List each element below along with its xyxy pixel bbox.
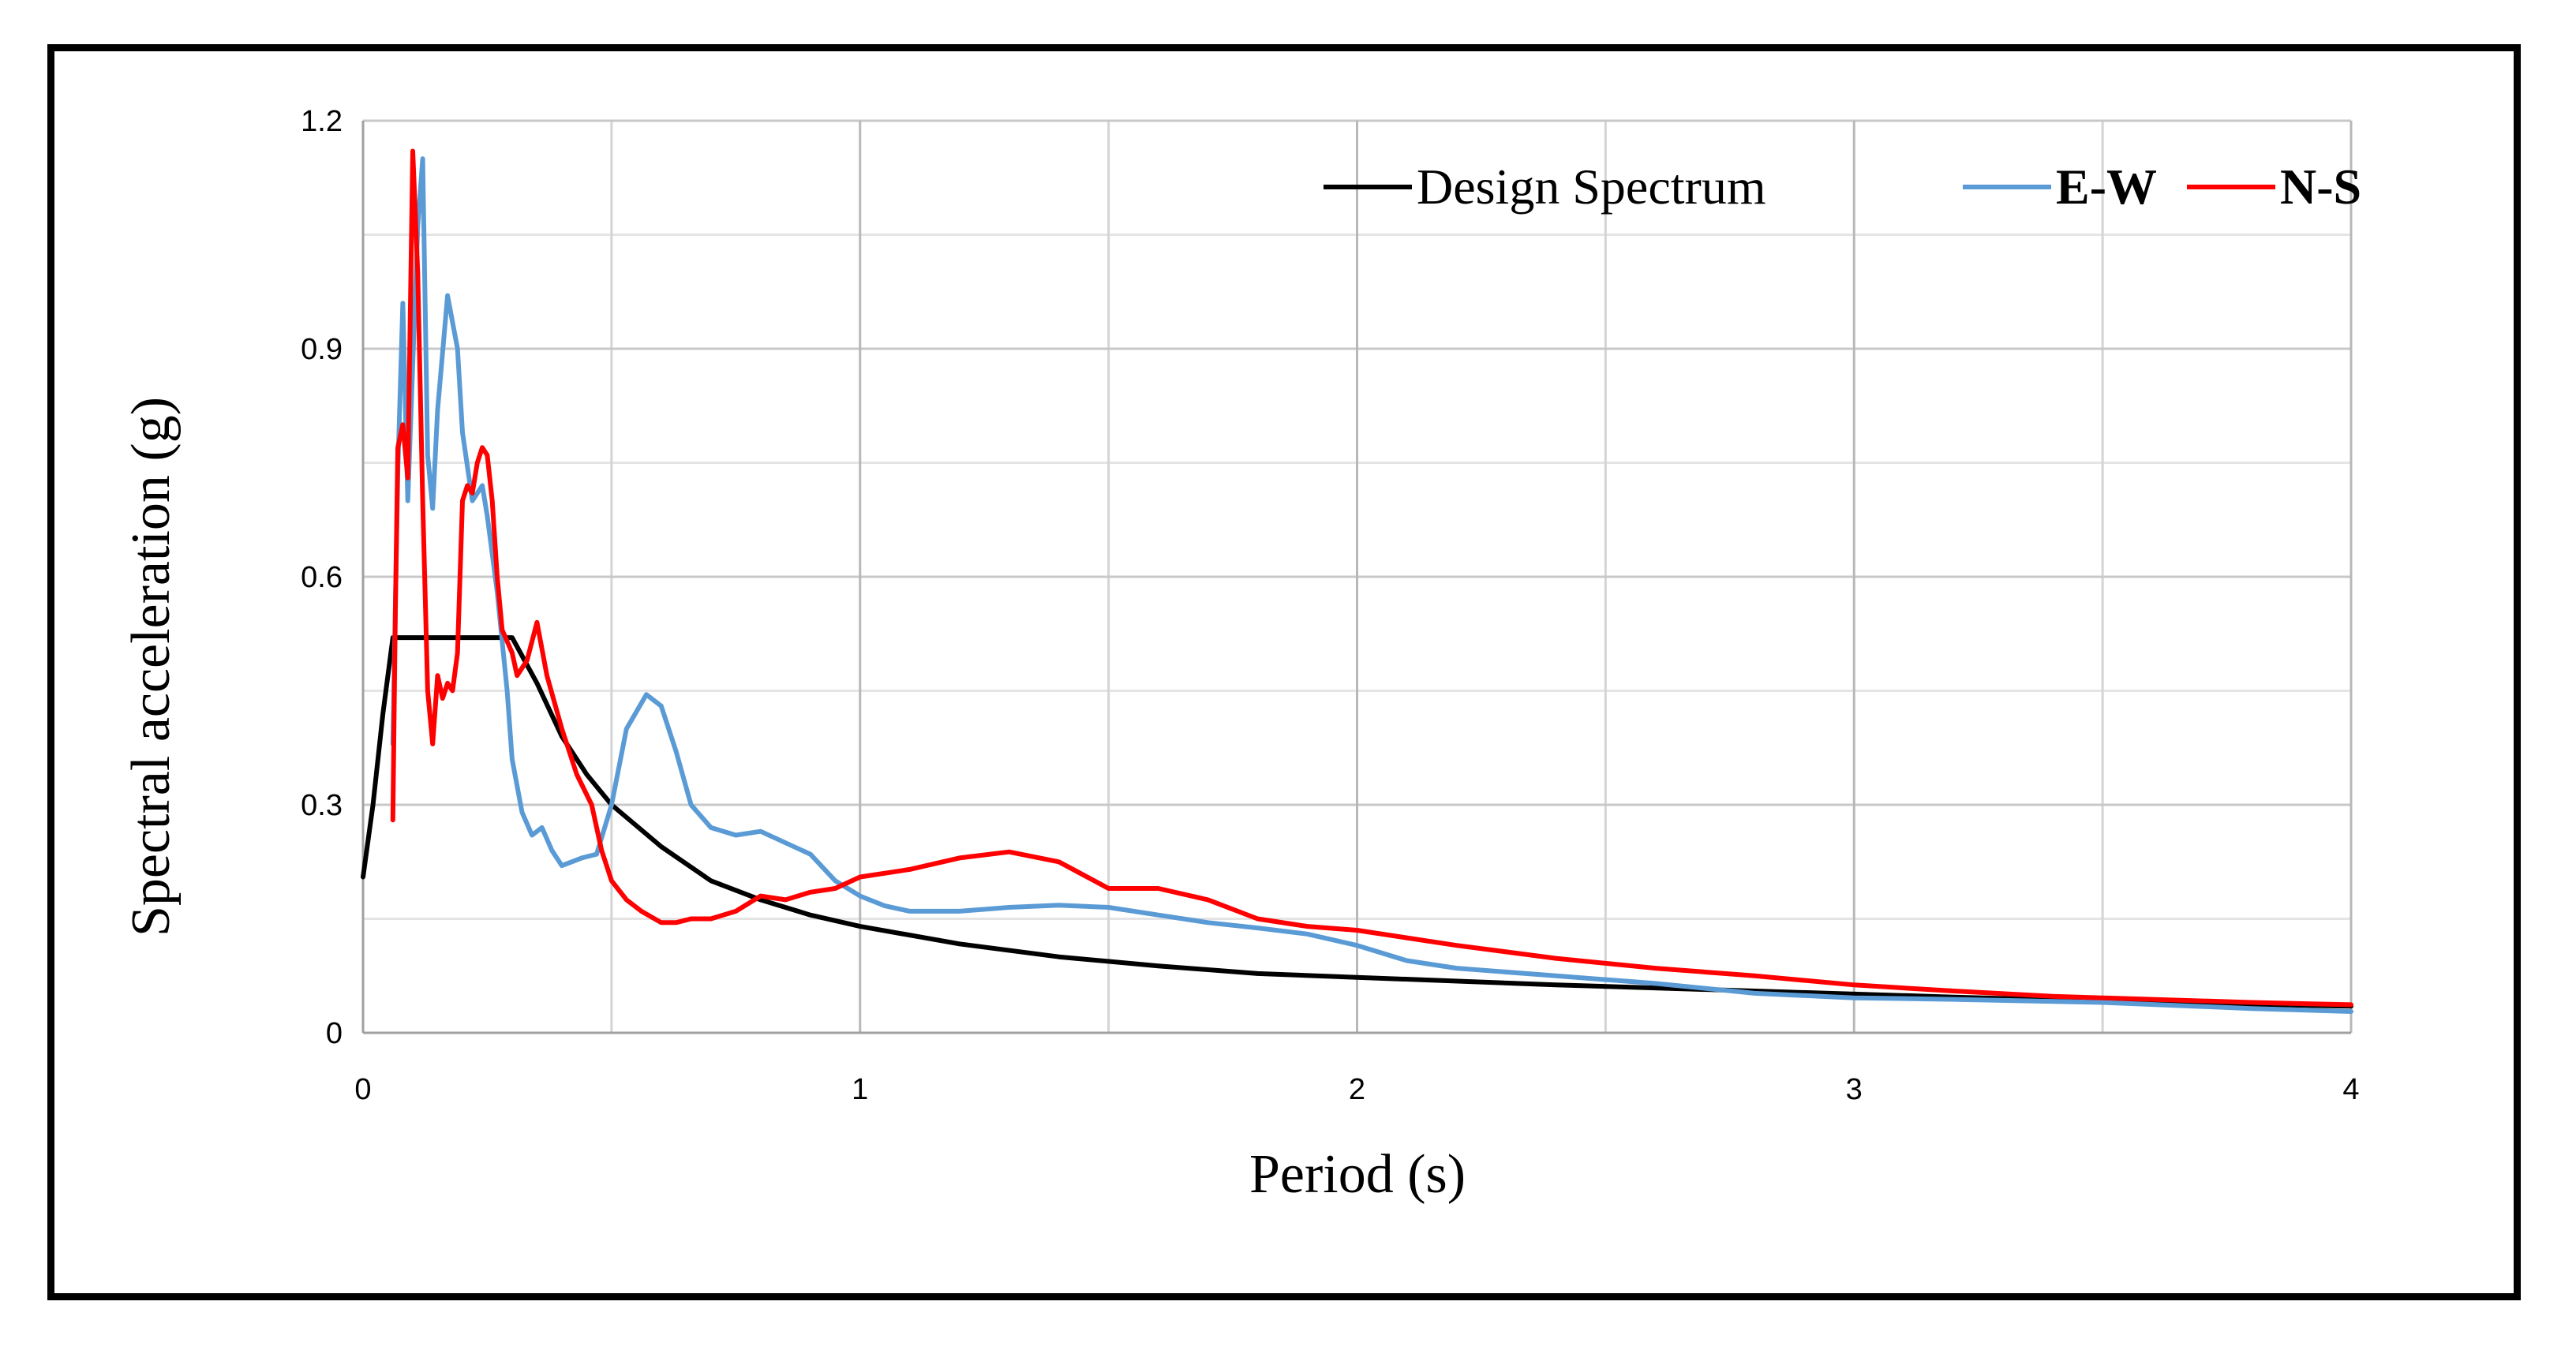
y-tick-label: 0.9: [301, 333, 343, 366]
legend: Design Spectrum E-W N-S: [1324, 159, 2361, 215]
series-line-e-w: [390, 156, 2353, 1014]
x-tick-label: 2: [1349, 1073, 1365, 1106]
spectral-acceleration-chart: 0 0.3 0.6 0.9 1.2 0 1 2 3 4 Period (s) Spectral a…: [121, 105, 2361, 1205]
grid-layer: [363, 119, 2353, 1033]
legend-label-n-s: N-S: [2280, 159, 2361, 215]
x-tick-label: 3: [1846, 1073, 1863, 1106]
x-axis-title: Period (s): [1249, 1144, 1466, 1205]
series-line-design-spectrum: [361, 635, 2353, 1009]
axis-layer: [361, 121, 2351, 1034]
y-tick-label: 0.3: [301, 789, 343, 822]
series-layer: [361, 148, 2353, 1014]
y-tick-label: 0: [326, 1017, 343, 1050]
x-tick-label: 1: [852, 1073, 868, 1106]
figure-frame: 0 0.3 0.6 0.9 1.2 0 1 2 3 4 Period (s) Spectral a…: [47, 44, 2521, 1300]
y-axis-title: Spectral acceleration (g): [121, 397, 182, 937]
legend-label-e-w: E-W: [2056, 159, 2157, 215]
x-tick-label: 0: [354, 1073, 371, 1106]
legend-label-design-spectrum: Design Spectrum: [1417, 159, 1766, 215]
y-tick-label: 0.6: [301, 561, 343, 594]
series-line-n-s: [390, 148, 2353, 1008]
y-tick-label: 1.2: [301, 105, 343, 138]
x-tick-label: 4: [2342, 1073, 2359, 1106]
tick-label-layer: 0 0.3 0.6 0.9 1.2 0 1 2 3 4: [301, 105, 2359, 1106]
